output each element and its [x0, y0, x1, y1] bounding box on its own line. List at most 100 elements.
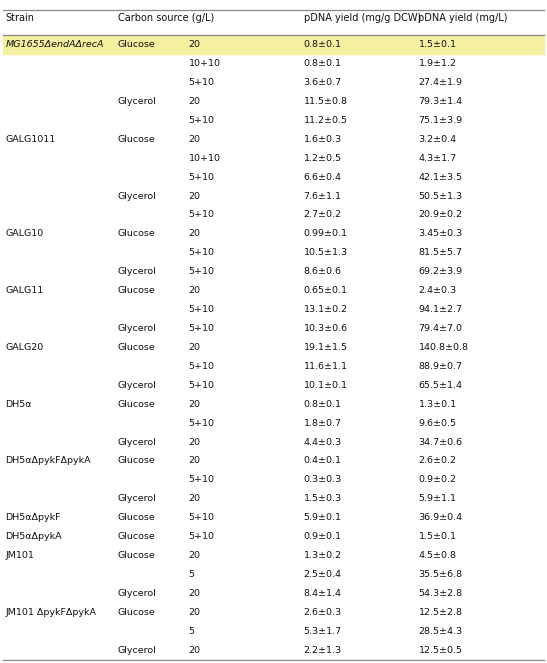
- Text: 11.6±1.1: 11.6±1.1: [304, 362, 347, 371]
- Text: 20: 20: [189, 589, 201, 598]
- Text: 2.6±0.3: 2.6±0.3: [304, 608, 342, 617]
- Text: 4.4±0.3: 4.4±0.3: [304, 438, 342, 447]
- Text: pDNA yield (mg/g DCW): pDNA yield (mg/g DCW): [304, 13, 421, 23]
- Text: 2.5±0.4: 2.5±0.4: [304, 570, 341, 579]
- Text: 10.1±0.1: 10.1±0.1: [304, 381, 347, 390]
- Text: Glucose: Glucose: [118, 532, 155, 541]
- Text: Carbon source (g/L): Carbon source (g/L): [118, 13, 214, 23]
- Text: 10.3±0.6: 10.3±0.6: [304, 324, 348, 333]
- Text: 5+10: 5+10: [189, 172, 215, 182]
- Text: 6.6±0.4: 6.6±0.4: [304, 172, 341, 182]
- Text: 5: 5: [189, 627, 195, 636]
- Text: DH5αΔpykF: DH5αΔpykF: [5, 513, 61, 522]
- Text: GALG10: GALG10: [5, 229, 44, 239]
- Text: 1.5±0.1: 1.5±0.1: [418, 532, 456, 541]
- Text: 20.9±0.2: 20.9±0.2: [418, 210, 462, 219]
- Text: 5+10: 5+10: [189, 324, 215, 333]
- Text: 5+10: 5+10: [189, 362, 215, 371]
- Text: 20: 20: [189, 551, 201, 560]
- Text: Glycerol: Glycerol: [118, 267, 156, 276]
- Text: 140.8±0.8: 140.8±0.8: [418, 343, 468, 352]
- Text: 20: 20: [189, 343, 201, 352]
- Text: 81.5±5.7: 81.5±5.7: [418, 248, 462, 257]
- Text: 5+10: 5+10: [189, 210, 215, 219]
- Text: 5: 5: [189, 570, 195, 579]
- Text: 3.45±0.3: 3.45±0.3: [418, 229, 463, 239]
- Text: 0.65±0.1: 0.65±0.1: [304, 286, 347, 295]
- Text: 1.5±0.3: 1.5±0.3: [304, 495, 342, 503]
- Text: DH5α: DH5α: [5, 400, 32, 408]
- Text: 20: 20: [189, 646, 201, 655]
- Text: 0.8±0.1: 0.8±0.1: [304, 59, 341, 68]
- Text: 10.5±1.3: 10.5±1.3: [304, 248, 348, 257]
- Text: 27.4±1.9: 27.4±1.9: [418, 78, 462, 87]
- Text: 12.5±2.8: 12.5±2.8: [418, 608, 462, 617]
- Text: 11.5±0.8: 11.5±0.8: [304, 97, 347, 106]
- Text: 5+10: 5+10: [189, 78, 215, 87]
- Text: Glucose: Glucose: [118, 608, 155, 617]
- Text: 2.6±0.2: 2.6±0.2: [418, 456, 456, 465]
- Text: 5+10: 5+10: [189, 513, 215, 522]
- Text: Glucose: Glucose: [118, 229, 155, 239]
- Text: 19.1±1.5: 19.1±1.5: [304, 343, 347, 352]
- Text: Glycerol: Glycerol: [118, 324, 156, 333]
- Text: 5+10: 5+10: [189, 305, 215, 314]
- Text: Glucose: Glucose: [118, 456, 155, 465]
- Text: 3.6±0.7: 3.6±0.7: [304, 78, 342, 87]
- Text: 36.9±0.4: 36.9±0.4: [418, 513, 463, 522]
- Text: 0.4±0.1: 0.4±0.1: [304, 456, 341, 465]
- Text: Glucose: Glucose: [118, 135, 155, 144]
- Text: 5+10: 5+10: [189, 532, 215, 541]
- Text: Glucose: Glucose: [118, 40, 155, 49]
- Text: 5.3±1.7: 5.3±1.7: [304, 627, 342, 636]
- Text: Glucose: Glucose: [118, 551, 155, 560]
- Text: pDNA yield (mg/L): pDNA yield (mg/L): [418, 13, 508, 23]
- Text: 5+10: 5+10: [189, 475, 215, 485]
- Text: Glycerol: Glycerol: [118, 495, 156, 503]
- Text: 20: 20: [189, 229, 201, 239]
- Text: 79.4±7.0: 79.4±7.0: [418, 324, 462, 333]
- Text: Glucose: Glucose: [118, 343, 155, 352]
- Text: 20: 20: [189, 40, 201, 49]
- Text: 4.5±0.8: 4.5±0.8: [418, 551, 456, 560]
- Text: 8.4±1.4: 8.4±1.4: [304, 589, 341, 598]
- Text: 7.6±1.1: 7.6±1.1: [304, 192, 341, 200]
- Text: 1.3±0.2: 1.3±0.2: [304, 551, 342, 560]
- Text: 5.9±0.1: 5.9±0.1: [304, 513, 341, 522]
- Text: 1.3±0.1: 1.3±0.1: [418, 400, 457, 408]
- Text: 54.3±2.8: 54.3±2.8: [418, 589, 463, 598]
- Text: 10+10: 10+10: [189, 59, 221, 68]
- Text: 65.5±1.4: 65.5±1.4: [418, 381, 462, 390]
- Text: 13.1±0.2: 13.1±0.2: [304, 305, 348, 314]
- Text: 20: 20: [189, 192, 201, 200]
- Text: JM101 ΔpykFΔpykA: JM101 ΔpykFΔpykA: [5, 608, 96, 617]
- Text: 0.99±0.1: 0.99±0.1: [304, 229, 347, 239]
- Text: 88.9±0.7: 88.9±0.7: [418, 362, 462, 371]
- Text: 1.9±1.2: 1.9±1.2: [418, 59, 456, 68]
- Text: Glycerol: Glycerol: [118, 192, 156, 200]
- Text: Glucose: Glucose: [118, 400, 155, 408]
- Text: 20: 20: [189, 456, 201, 465]
- Text: 0.9±0.1: 0.9±0.1: [304, 532, 341, 541]
- Text: MG1655ΔendAΔrecA: MG1655ΔendAΔrecA: [5, 40, 104, 49]
- Text: DH5αΔpykA: DH5αΔpykA: [5, 532, 62, 541]
- Text: 2.7±0.2: 2.7±0.2: [304, 210, 341, 219]
- Text: 5+10: 5+10: [189, 381, 215, 390]
- Bar: [3, 35, 544, 54]
- Text: 20: 20: [189, 495, 201, 503]
- Text: GALG1011: GALG1011: [5, 135, 56, 144]
- Text: 0.3±0.3: 0.3±0.3: [304, 475, 342, 485]
- Text: 10+10: 10+10: [189, 154, 221, 162]
- Text: 4.3±1.7: 4.3±1.7: [418, 154, 457, 162]
- Text: 20: 20: [189, 438, 201, 447]
- Text: Strain: Strain: [5, 13, 34, 23]
- Text: Glucose: Glucose: [118, 513, 155, 522]
- Text: DH5αΔpykFΔpykA: DH5αΔpykFΔpykA: [5, 456, 91, 465]
- Text: Glycerol: Glycerol: [118, 646, 156, 655]
- Text: 34.7±0.6: 34.7±0.6: [418, 438, 463, 447]
- Text: 0.8±0.1: 0.8±0.1: [304, 40, 341, 49]
- Text: 1.8±0.7: 1.8±0.7: [304, 418, 341, 428]
- Text: 20: 20: [189, 400, 201, 408]
- Text: 2.4±0.3: 2.4±0.3: [418, 286, 457, 295]
- Text: 3.2±0.4: 3.2±0.4: [418, 135, 457, 144]
